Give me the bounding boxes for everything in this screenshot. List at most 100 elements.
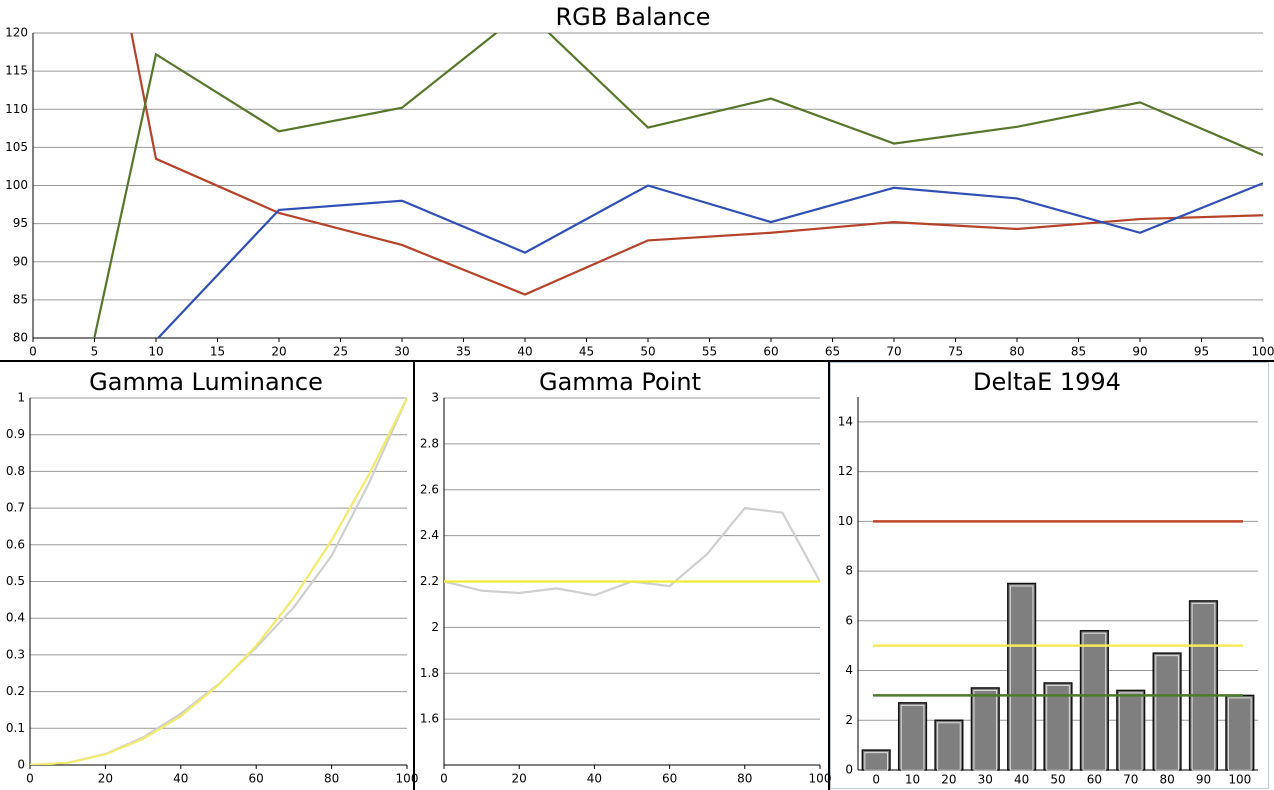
x-tick-label: 40 bbox=[587, 772, 602, 786]
y-tick-label: 2.4 bbox=[420, 528, 439, 542]
y-tick-label: 90 bbox=[13, 254, 28, 268]
bar-highlight bbox=[1082, 632, 1107, 771]
x-tick-label: 100 bbox=[809, 772, 832, 786]
y-tick-label: 1.6 bbox=[420, 712, 439, 726]
x-tick-label: 60 bbox=[249, 772, 264, 786]
y-tick-label: 8 bbox=[845, 564, 853, 578]
x-tick-label: 60 bbox=[662, 772, 677, 786]
bar bbox=[1079, 629, 1109, 771]
y-tick-label: 1 bbox=[17, 391, 25, 405]
y-tick-label: 0.3 bbox=[6, 647, 25, 661]
bar bbox=[897, 702, 928, 771]
x-tick-label: 40 bbox=[517, 345, 532, 359]
bar-highlight bbox=[864, 752, 889, 771]
y-tick-label: 2.8 bbox=[420, 436, 439, 450]
y-tick-label: 0.6 bbox=[6, 537, 25, 551]
x-tick-label: 15 bbox=[210, 345, 225, 359]
y-tick-label: 0.5 bbox=[6, 574, 25, 588]
y-tick-label: 110 bbox=[5, 102, 28, 116]
chart-title: RGB Balance bbox=[555, 3, 710, 31]
x-tick-label: 25 bbox=[333, 345, 348, 359]
x-tick-label: 55 bbox=[702, 345, 717, 359]
bar bbox=[970, 687, 1000, 771]
y-tick-label: 85 bbox=[13, 292, 28, 306]
bar bbox=[1043, 682, 1073, 771]
y-tick-label: 2 bbox=[431, 620, 439, 634]
x-tick-label: 10 bbox=[148, 345, 163, 359]
series-line bbox=[93, 33, 1263, 338]
x-tick-label: 65 bbox=[825, 345, 840, 359]
x-tick-label: 0 bbox=[872, 773, 880, 787]
bar bbox=[1225, 694, 1255, 771]
series-line bbox=[130, 33, 1263, 296]
x-tick-label: 60 bbox=[763, 345, 778, 359]
x-tick-label: 95 bbox=[1194, 345, 1209, 359]
x-tick-label: 30 bbox=[978, 773, 993, 787]
y-tick-label: 3 bbox=[431, 391, 439, 405]
x-tick-label: 70 bbox=[886, 345, 901, 359]
y-tick-label: 6 bbox=[845, 613, 853, 627]
x-tick-label: 70 bbox=[1123, 773, 1138, 787]
chart-title: DeltaE 1994 bbox=[973, 368, 1121, 396]
x-tick-label: 40 bbox=[173, 772, 188, 786]
x-tick-label: 80 bbox=[737, 772, 752, 786]
y-tick-label: 12 bbox=[838, 464, 853, 478]
x-tick-label: 80 bbox=[324, 772, 339, 786]
chart-title: Gamma Luminance bbox=[89, 368, 323, 396]
series-line bbox=[30, 398, 407, 765]
bar bbox=[1116, 689, 1146, 771]
y-tick-label: 0 bbox=[845, 763, 853, 777]
bar bbox=[934, 719, 964, 771]
x-tick-label: 0 bbox=[26, 772, 34, 786]
y-tick-label: 120 bbox=[5, 26, 28, 40]
x-tick-label: 35 bbox=[456, 345, 471, 359]
x-tick-label: 90 bbox=[1132, 345, 1147, 359]
x-tick-label: 40 bbox=[1014, 773, 1029, 787]
x-tick-label: 20 bbox=[98, 772, 113, 786]
y-tick-label: 0.2 bbox=[6, 684, 25, 698]
y-tick-label: 115 bbox=[5, 64, 28, 78]
panel-border bbox=[830, 362, 1269, 789]
x-tick-label: 80 bbox=[1159, 773, 1174, 787]
bar bbox=[1188, 600, 1219, 771]
x-tick-label: 75 bbox=[948, 345, 963, 359]
y-tick-label: 2.6 bbox=[420, 482, 439, 496]
x-tick-label: 90 bbox=[1196, 773, 1211, 787]
x-tick-label: 50 bbox=[1050, 773, 1065, 787]
x-tick-label: 85 bbox=[1071, 345, 1086, 359]
y-tick-label: 0.8 bbox=[6, 464, 25, 478]
y-tick-label: 95 bbox=[13, 216, 28, 230]
y-tick-label: 4 bbox=[845, 663, 853, 677]
y-tick-label: 0.1 bbox=[6, 721, 25, 735]
x-tick-label: 80 bbox=[1009, 345, 1024, 359]
x-tick-label: 50 bbox=[640, 345, 655, 359]
x-tick-label: 5 bbox=[91, 345, 99, 359]
bar-highlight bbox=[973, 689, 998, 771]
x-tick-label: 100 bbox=[1252, 345, 1274, 359]
bar-highlight bbox=[1191, 602, 1216, 771]
bar-highlight bbox=[900, 704, 925, 771]
bar-highlight bbox=[1046, 684, 1070, 771]
bar-highlight bbox=[1228, 697, 1252, 771]
x-tick-label: 20 bbox=[512, 772, 527, 786]
y-tick-label: 100 bbox=[5, 178, 28, 192]
y-tick-label: 105 bbox=[5, 140, 28, 154]
y-tick-label: 1.8 bbox=[420, 666, 439, 680]
x-tick-label: 0 bbox=[29, 345, 37, 359]
bar bbox=[1152, 652, 1182, 771]
y-tick-label: 2.2 bbox=[420, 574, 439, 588]
bar-highlight bbox=[937, 722, 961, 771]
y-tick-label: 0.4 bbox=[6, 611, 25, 625]
x-tick-label: 100 bbox=[396, 772, 419, 786]
x-tick-label: 100 bbox=[1228, 773, 1251, 787]
y-tick-label: 14 bbox=[838, 414, 853, 428]
y-tick-label: 0 bbox=[17, 758, 25, 772]
series-line bbox=[156, 182, 1263, 338]
y-tick-label: 10 bbox=[838, 514, 853, 528]
chart-title: Gamma Point bbox=[539, 368, 701, 396]
x-tick-label: 10 bbox=[905, 773, 920, 787]
y-tick-label: 0.7 bbox=[6, 501, 25, 515]
x-tick-label: 30 bbox=[394, 345, 409, 359]
